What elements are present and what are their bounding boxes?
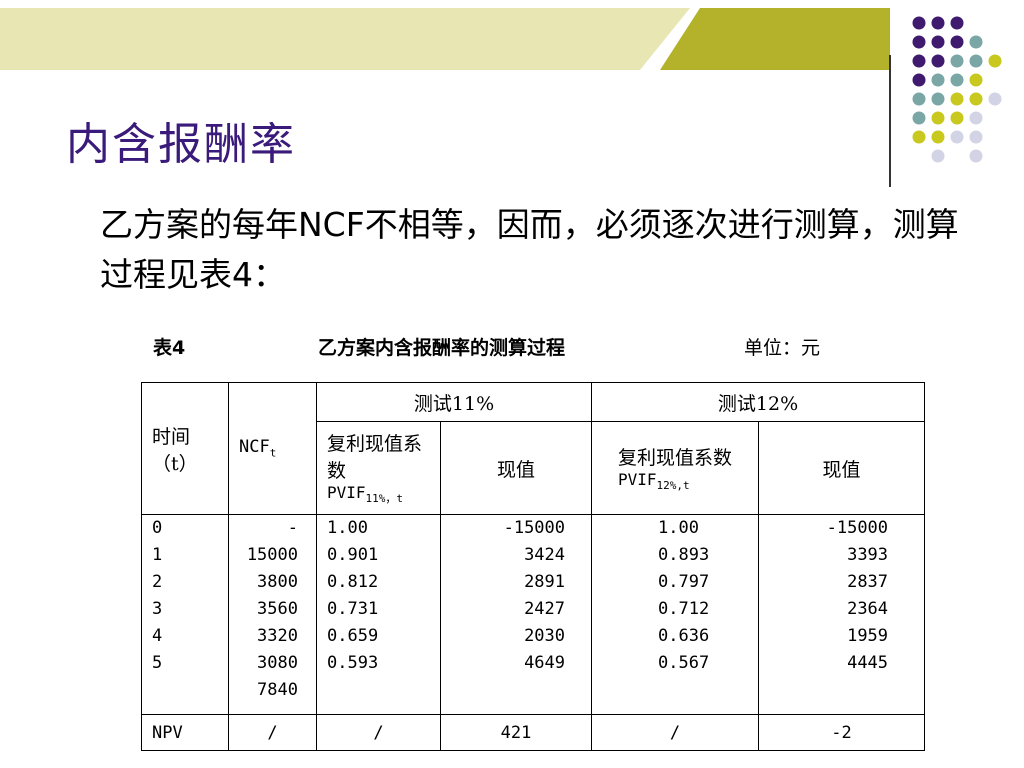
table-cell: 0.893 bbox=[658, 545, 710, 565]
decorative-dot-grid bbox=[912, 16, 1002, 163]
npv-ncf: / bbox=[228, 714, 317, 751]
table-cell: 7840 bbox=[257, 680, 298, 700]
table-cell: 3393 bbox=[847, 545, 889, 565]
table-cell: 0.812 bbox=[327, 572, 379, 592]
header-time: 时间 （t） bbox=[141, 382, 229, 515]
table-cell: 1 bbox=[152, 545, 163, 565]
npv-factor-12: / bbox=[591, 714, 760, 751]
table-cell bbox=[152, 677, 218, 704]
header-test-11: 测试11% bbox=[315, 382, 593, 422]
header-ncf: NCFt bbox=[228, 382, 317, 515]
irr-calculation-table: 时间 （t） NCFt 测试11% 测试12% 复利现值系数 PVIF11%，t… bbox=[141, 382, 926, 751]
table-cell: -15000 bbox=[503, 518, 566, 538]
table-cell: 0.797 bbox=[658, 572, 710, 592]
table-cell: 3424 bbox=[524, 545, 566, 565]
table-cell: 0.593 bbox=[327, 653, 379, 673]
table-cell: 4445 bbox=[847, 653, 889, 673]
table-cell: 1.00 bbox=[327, 518, 368, 538]
table-cell: 1.00 bbox=[658, 518, 699, 538]
header-factor-12: 复利现值系数 PVIF12%,t bbox=[591, 421, 760, 515]
table-cell: 3560 bbox=[257, 599, 298, 619]
npv-pv-12: -2 bbox=[758, 714, 926, 751]
table-cell: 0.712 bbox=[658, 599, 710, 619]
npv-factor-11: / bbox=[316, 714, 441, 751]
table-cell: 2891 bbox=[524, 572, 566, 592]
ncf-column: - 15000 3800 3560 3320 3080 7840 bbox=[228, 514, 317, 715]
header-banner bbox=[0, 8, 890, 70]
header-factor-11: 复利现值系数 PVIF11%，t bbox=[316, 421, 441, 515]
table-unit: 单位：元 bbox=[744, 337, 821, 359]
table-cell: 0.901 bbox=[327, 545, 379, 565]
npv-label: NPV bbox=[141, 714, 229, 751]
factor-12-column: 1.00 0.893 0.797 0.712 0.636 0.567 bbox=[591, 514, 760, 715]
header-pv-12: 现值 bbox=[758, 421, 926, 515]
table-number: 表4 bbox=[153, 337, 186, 359]
header-test-12: 测试12% bbox=[591, 382, 926, 422]
table-cell: 1959 bbox=[847, 626, 889, 646]
header-pv-11: 现值 bbox=[439, 421, 593, 515]
factor-11-column: 1.00 0.901 0.812 0.731 0.659 0.593 bbox=[316, 514, 441, 715]
pv-12-column: -15000 3393 2837 2364 1959 4445 bbox=[758, 514, 926, 715]
table-cell: 2837 bbox=[847, 572, 889, 592]
table-cell: 15000 bbox=[246, 545, 298, 565]
table-cell: -15000 bbox=[826, 518, 889, 538]
table-cell: 0.567 bbox=[658, 653, 710, 673]
table-cell: 3800 bbox=[257, 572, 298, 592]
table-cell: 3 bbox=[152, 599, 163, 619]
table-cell: 2 bbox=[152, 572, 163, 592]
table-cell: - bbox=[287, 518, 298, 538]
body-paragraph: 乙方案的每年NCF不相等，因而，必须逐次进行测算，测算过程见表4： bbox=[100, 205, 959, 294]
pv-11-column: -15000 3424 2891 2427 2030 4649 bbox=[439, 514, 593, 715]
table-cell: 4 bbox=[152, 626, 163, 646]
table-cell: 3320 bbox=[257, 626, 298, 646]
table-cell: 2364 bbox=[847, 599, 889, 619]
table-cell: 2427 bbox=[524, 599, 566, 619]
slide-title: 内含报酬率 bbox=[66, 119, 296, 170]
divider-line bbox=[889, 55, 891, 187]
table-cell: 4649 bbox=[524, 653, 566, 673]
table-cell: 0.731 bbox=[327, 599, 379, 619]
table-cell: 5 bbox=[152, 653, 163, 673]
table-cell: 0.636 bbox=[658, 626, 710, 646]
table-cell: 3080 bbox=[257, 653, 298, 673]
npv-pv-11: 421 bbox=[439, 714, 593, 751]
table-cell: 0.659 bbox=[327, 626, 379, 646]
table-cell: 2030 bbox=[524, 626, 566, 646]
table-title: 乙方案内含报酬率的测算过程 bbox=[318, 337, 566, 359]
table-cell: 0 bbox=[152, 518, 163, 538]
years-column: 0 1 2 3 4 5 bbox=[141, 514, 229, 715]
